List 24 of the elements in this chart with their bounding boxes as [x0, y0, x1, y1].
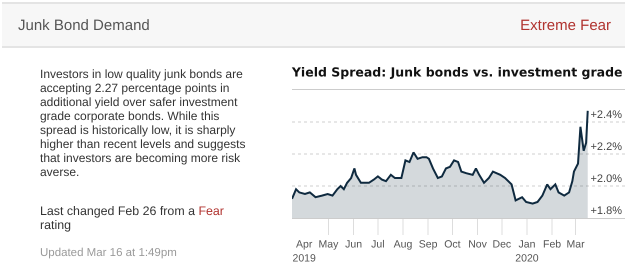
text: Updated Mar 16 at 1:49pm [40, 247, 177, 259]
text: Investors in low quality junk bonds are accepting 2.27 percentage points in additional yield over safer investment grade corporate bonds. While this spread is historically low, it is sharply higher than recent levels and suggests that investors are becoming more risk averse. [40, 67, 246, 179]
text: Extreme Fear [520, 17, 611, 34]
x-tick-label: Oct [444, 238, 461, 251]
x-tick-label: Apr 2019 [292, 238, 316, 264]
x-tick-label: Jul [371, 238, 385, 251]
x-tick-label: Aug [394, 238, 412, 251]
x-tick-label: Jan 2020 [515, 238, 539, 264]
x-tick-label: Dec [492, 238, 512, 251]
x-tick-label: Mar [566, 238, 586, 251]
y-tick-label: +2.4% [590, 109, 622, 122]
x-tick-label: Nov [468, 238, 488, 251]
text: Last changed Feb 26 from a [40, 204, 195, 218]
x-tick-label: Jun [345, 238, 362, 251]
y-tick-label: +2.2% [590, 141, 622, 154]
text: Fear [198, 204, 224, 218]
x-tick-label: Sep [418, 238, 438, 251]
chart-title: Yield Spread: Junk bonds vs. investment grade [290, 64, 623, 80]
y-tick-label: +2.0% [590, 173, 622, 186]
text: Junk Bond Demand [18, 17, 150, 34]
x-tick-label: May [318, 238, 340, 251]
text: rating [40, 218, 71, 232]
y-tick-label: +1.8% [590, 205, 622, 218]
x-tick-label: Feb [543, 238, 562, 251]
